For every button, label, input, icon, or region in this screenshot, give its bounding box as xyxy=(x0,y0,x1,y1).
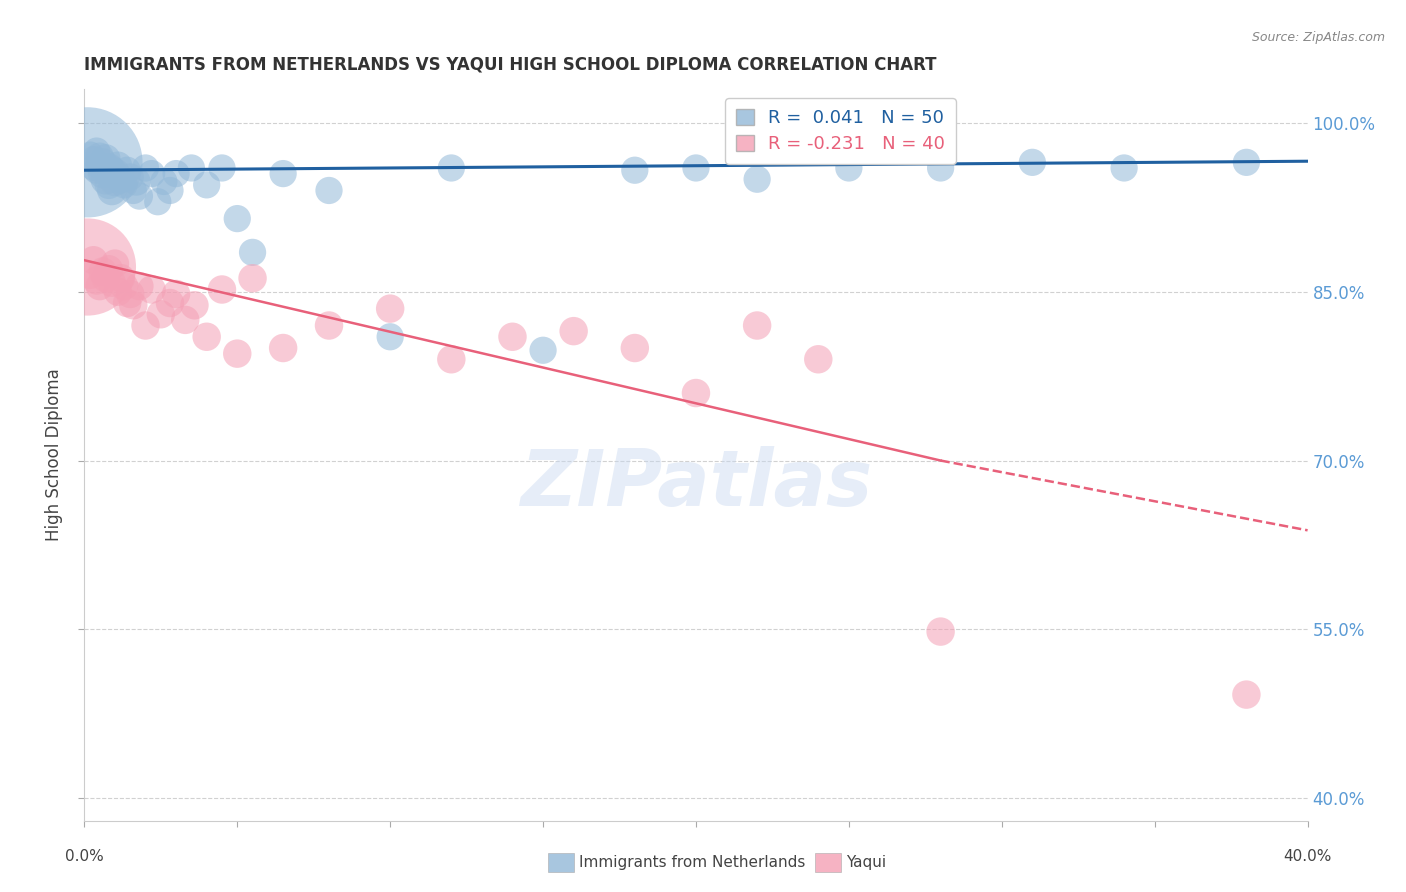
Point xyxy=(110,271,132,285)
Text: Immigrants from Netherlands: Immigrants from Netherlands xyxy=(579,855,806,870)
Point xyxy=(141,283,163,297)
Point xyxy=(76,155,98,169)
Text: 40.0%: 40.0% xyxy=(1284,849,1331,863)
Point xyxy=(83,253,105,268)
Point xyxy=(86,163,108,178)
Point xyxy=(125,174,148,188)
Point xyxy=(101,276,124,290)
Point xyxy=(101,163,124,178)
Point xyxy=(380,330,402,344)
Point xyxy=(838,161,860,175)
Point xyxy=(83,152,105,166)
Point xyxy=(380,301,402,316)
Point xyxy=(128,279,150,293)
Point xyxy=(159,296,181,310)
Point xyxy=(226,346,249,360)
Point xyxy=(747,318,769,333)
Point xyxy=(180,161,202,175)
Point xyxy=(242,271,264,285)
Y-axis label: High School Diploma: High School Diploma xyxy=(45,368,63,541)
Point xyxy=(502,330,524,344)
Point xyxy=(165,287,187,301)
Point xyxy=(271,167,294,181)
Text: 0.0%: 0.0% xyxy=(65,849,104,863)
Point xyxy=(807,352,830,367)
Point xyxy=(929,624,952,639)
Point xyxy=(91,155,114,169)
Point xyxy=(89,159,111,173)
Point xyxy=(115,296,138,310)
Point xyxy=(271,341,294,355)
Point xyxy=(128,189,150,203)
Point xyxy=(1114,161,1136,175)
Legend: R =  0.041   N = 50, R = -0.231   N = 40: R = 0.041 N = 50, R = -0.231 N = 40 xyxy=(725,98,956,163)
Text: IMMIGRANTS FROM NETHERLANDS VS YAQUI HIGH SCHOOL DIPLOMA CORRELATION CHART: IMMIGRANTS FROM NETHERLANDS VS YAQUI HIG… xyxy=(84,56,936,74)
Point xyxy=(211,283,233,297)
Point xyxy=(1021,155,1043,169)
Point xyxy=(146,194,169,209)
Point xyxy=(318,184,340,198)
Point xyxy=(91,167,114,181)
Point xyxy=(562,324,585,338)
Point xyxy=(685,386,707,401)
Point xyxy=(79,147,101,161)
Point xyxy=(120,169,142,184)
Point xyxy=(104,167,127,181)
Point xyxy=(183,298,205,312)
Point xyxy=(101,184,124,198)
Point xyxy=(94,172,117,186)
Point xyxy=(86,144,108,158)
Point xyxy=(110,172,132,186)
Point xyxy=(120,287,142,301)
Point xyxy=(174,313,197,327)
Point xyxy=(153,174,176,188)
Point xyxy=(149,307,172,321)
Point xyxy=(929,161,952,175)
Point xyxy=(79,268,101,282)
Point xyxy=(94,271,117,285)
Point xyxy=(122,184,145,198)
Point xyxy=(115,163,138,178)
Point xyxy=(141,167,163,181)
Point xyxy=(1234,688,1257,702)
Point xyxy=(159,184,181,198)
Point xyxy=(112,279,135,293)
Point xyxy=(226,211,249,226)
Point xyxy=(97,161,120,175)
Text: Yaqui: Yaqui xyxy=(846,855,887,870)
Point xyxy=(440,352,463,367)
Point xyxy=(91,264,114,278)
Point xyxy=(122,298,145,312)
Point xyxy=(104,174,127,188)
Point xyxy=(440,161,463,175)
Point xyxy=(83,161,105,175)
Point xyxy=(685,161,707,175)
Point xyxy=(624,341,647,355)
Point xyxy=(747,172,769,186)
Point xyxy=(195,330,218,344)
Point xyxy=(97,178,120,192)
Point xyxy=(165,167,187,181)
Point xyxy=(94,152,117,166)
Point xyxy=(107,285,129,299)
Text: ZIPatlas: ZIPatlas xyxy=(520,446,872,522)
Point xyxy=(135,318,157,333)
Point xyxy=(89,279,111,293)
Point xyxy=(112,178,135,192)
Point xyxy=(76,260,98,274)
Point xyxy=(104,257,127,271)
Point xyxy=(89,150,111,164)
Point xyxy=(107,159,129,173)
Point xyxy=(135,161,157,175)
Point xyxy=(531,343,554,358)
Point xyxy=(1234,155,1257,169)
Point xyxy=(624,163,647,178)
Point xyxy=(97,262,120,277)
Point xyxy=(211,161,233,175)
Point xyxy=(242,245,264,260)
Point xyxy=(86,273,108,287)
Text: Source: ZipAtlas.com: Source: ZipAtlas.com xyxy=(1251,31,1385,45)
Point xyxy=(318,318,340,333)
Point xyxy=(195,178,218,192)
